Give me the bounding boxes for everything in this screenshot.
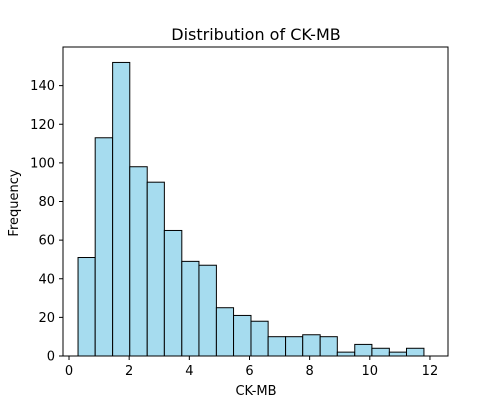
x-tick-label: 4 — [185, 364, 193, 379]
x-axis-ticks: 0 2 4 6 8 10 12 — [65, 356, 438, 379]
histogram-bar — [181, 260, 200, 357]
y-axis-title: Frequency — [7, 169, 22, 236]
y-tick-label: 120 — [30, 118, 55, 133]
x-tick-label: 6 — [245, 364, 253, 379]
histogram-bar — [405, 347, 425, 357]
histogram-bar — [354, 343, 373, 357]
y-tick-label: 0 — [47, 350, 55, 365]
histogram-bar — [336, 351, 356, 357]
y-tick-label: 20 — [38, 311, 55, 326]
histogram-bar — [94, 137, 114, 357]
histogram-bar — [215, 307, 235, 357]
x-tick-label: 0 — [65, 364, 73, 379]
chart-title: Distribution of CK-MB — [171, 25, 340, 44]
histogram-bar — [129, 166, 148, 357]
x-tick-label: 10 — [362, 364, 379, 379]
y-tick-label: 80 — [38, 195, 55, 210]
histogram-bar — [146, 181, 165, 357]
y-axis-ticks: 0 20 40 60 80 100 120 140 — [30, 79, 63, 365]
y-tick-label: 100 — [30, 156, 55, 171]
histogram-bar — [77, 257, 96, 357]
histogram-bar — [267, 336, 287, 357]
histogram-bar — [388, 351, 407, 357]
x-tick-label: 12 — [422, 364, 439, 379]
histogram-bar — [112, 61, 131, 357]
histogram-bar — [319, 336, 338, 357]
y-tick-label: 40 — [38, 272, 55, 287]
x-tick-label: 8 — [306, 364, 314, 379]
histogram-bar — [302, 334, 321, 357]
histogram-bar — [371, 347, 390, 357]
histogram-bar — [233, 314, 252, 357]
x-axis-title: CK-MB — [235, 384, 276, 399]
y-tick-label: 60 — [38, 234, 55, 249]
histogram-bar — [163, 229, 183, 357]
y-tick-label: 140 — [30, 79, 55, 94]
bars-layer — [77, 61, 425, 357]
histogram-bar — [285, 336, 304, 357]
x-tick-label: 2 — [125, 364, 133, 379]
histogram-bar — [250, 320, 269, 357]
histogram-bar — [198, 264, 217, 357]
